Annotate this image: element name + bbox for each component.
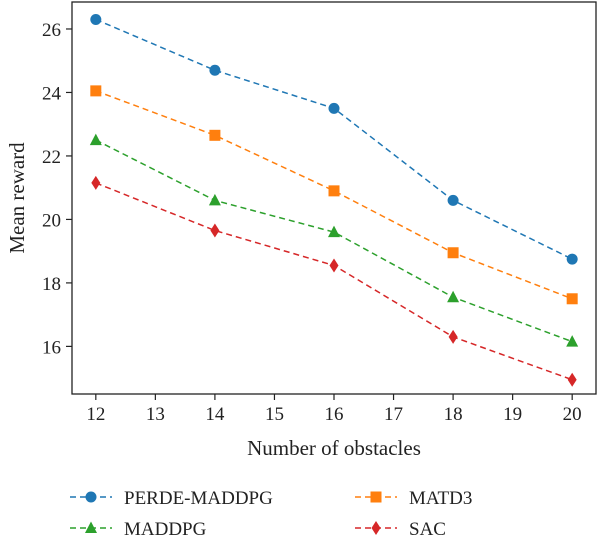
data-point-matd3	[447, 247, 459, 259]
data-point-maddpg	[208, 193, 221, 206]
data-point-matd3	[328, 185, 340, 197]
y-tick-label: 20	[42, 210, 61, 231]
legend-item-perde-maddpg: PERDE-MADDPG	[70, 488, 273, 509]
legend-marker-maddpg	[85, 521, 97, 533]
data-point-sac	[210, 223, 220, 238]
y-tick-label: 24	[42, 83, 62, 104]
x-tick-label: 14	[205, 404, 225, 425]
data-point-sac	[329, 258, 339, 273]
data-point-perde-maddpg	[328, 102, 340, 114]
x-tick-label: 15	[265, 404, 284, 425]
series-line-matd3	[95, 90, 573, 300]
data-point-perde-maddpg	[447, 194, 459, 206]
x-tick-label: 17	[384, 404, 403, 425]
legend-marker-sac	[371, 521, 381, 535]
y-tick-label: 18	[42, 274, 61, 295]
legend: PERDE-MADDPG MATD3 MADDPG SAC	[70, 488, 472, 540]
x-tick-label: 19	[503, 404, 522, 425]
y-tick-label: 16	[42, 337, 61, 358]
data-point-perde-maddpg	[90, 13, 102, 25]
y-tick-label: 22	[42, 147, 61, 168]
y-axis-label: Mean reward	[5, 142, 29, 254]
series-perde-maddpg	[90, 13, 578, 265]
data-point-sac	[567, 372, 577, 387]
legend-item-maddpg: MADDPG	[70, 519, 207, 540]
series-line-maddpg	[95, 139, 573, 343]
legend-label-sac: SAC	[409, 519, 446, 540]
data-point-maddpg	[566, 335, 579, 347]
y-axis-ticks: 16 18 20 22 24 26	[42, 20, 72, 358]
legend-label-matd3: MATD3	[409, 488, 472, 509]
series-maddpg	[89, 133, 579, 347]
x-tick-label: 16	[325, 404, 344, 425]
legend-label-maddpg: MADDPG	[124, 519, 207, 540]
x-tick-label: 12	[86, 404, 105, 425]
series-matd3	[90, 85, 578, 305]
series-layer	[89, 13, 579, 387]
data-point-perde-maddpg	[566, 253, 578, 265]
data-point-maddpg	[447, 290, 460, 303]
x-tick-label: 18	[444, 404, 463, 425]
legend-label-perde-maddpg: PERDE-MADDPG	[124, 488, 273, 509]
y-tick-label: 26	[42, 20, 61, 41]
data-point-matd3	[90, 85, 102, 97]
legend-marker-matd3	[370, 491, 382, 503]
data-point-perde-maddpg	[209, 64, 221, 76]
x-tick-label: 20	[563, 404, 582, 425]
legend-item-sac: SAC	[355, 519, 446, 540]
series-sac	[91, 175, 577, 387]
legend-marker-perde-maddpg	[85, 491, 97, 503]
x-tick-label: 13	[146, 404, 165, 425]
data-point-matd3	[209, 129, 221, 141]
data-point-maddpg	[89, 133, 102, 146]
data-point-matd3	[566, 293, 578, 305]
data-point-sac	[448, 329, 458, 344]
data-point-maddpg	[328, 225, 340, 238]
legend-item-matd3: MATD3	[355, 488, 472, 509]
x-axis-ticks: 12 13 14 15 16 17 18 19 20	[86, 394, 582, 425]
x-axis-label: Number of obstacles	[247, 436, 421, 460]
data-point-sac	[91, 175, 101, 190]
